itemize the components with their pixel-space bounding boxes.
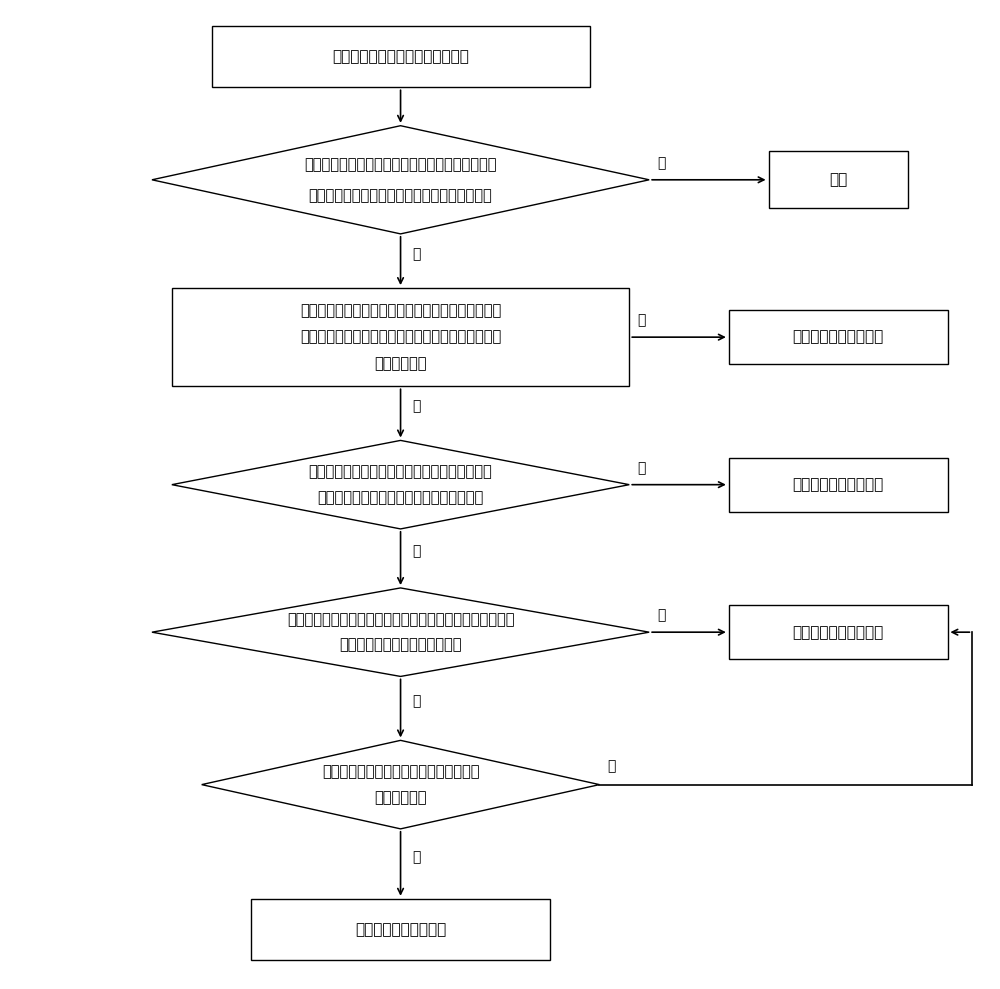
Text: 是: 是 [637,314,646,327]
Bar [172,288,629,387]
Text: 防冻温度阈值: 防冻温度阈值 [374,356,427,372]
Text: 于等于第三循环水防冻温度阈值: 于等于第三循环水防冻温度阈值 [339,637,462,653]
Bar [729,458,948,511]
Text: 获取环境温度和循环水泵停机时间: 获取环境温度和循环水泵停机时间 [332,49,469,64]
Text: 采用水泵防冻运行模式: 采用水泵防冻运行模式 [792,625,884,640]
Text: 是: 是 [412,850,421,863]
Bar [729,605,948,660]
Text: 否: 否 [607,759,616,772]
Polygon shape [202,741,599,829]
Polygon shape [152,587,649,676]
Text: 待机: 待机 [829,172,847,187]
Text: 防冻温度阈值: 防冻温度阈值 [374,790,427,805]
Text: 是: 是 [637,461,646,475]
Bar [769,151,908,209]
Text: 否: 否 [412,400,421,413]
Text: 判断所述环境温度是否小于等于环境温度阈值，所: 判断所述环境温度是否小于等于环境温度阈值，所 [304,157,497,172]
Polygon shape [152,126,649,233]
Text: 判断所述循环水温度是否大于第二循环水防冻温度阈值，小: 判断所述循环水温度是否大于第二循环水防冻温度阈值，小 [287,612,514,627]
Text: 度阈值，小于等于第二循环水防冻温度阈值: 度阈值，小于等于第二循环水防冻温度阈值 [317,490,484,504]
Text: 是: 是 [412,247,421,261]
Text: 采用辅热防冻运行模式: 采用辅热防冻运行模式 [792,477,884,493]
Text: 判断所述循环水温度是否大于第三循环水: 判断所述循环水温度是否大于第三循环水 [322,764,479,779]
Bar [212,27,590,87]
Text: 否: 否 [412,544,421,559]
Text: 采用压机防冻运行模式: 采用压机防冻运行模式 [792,329,884,344]
Text: 是: 是 [657,608,665,622]
Text: 控制循环水泵运行，经过第一设定时间后获取循环水: 控制循环水泵运行，经过第一设定时间后获取循环水 [300,303,501,317]
Text: 述循环水泵停机时间是否达到防冻时间间隔阈值: 述循环水泵停机时间是否达到防冻时间间隔阈值 [309,188,492,203]
Text: 否: 否 [657,156,665,170]
Text: 否: 否 [412,694,421,708]
Text: 判断所述循环水温度是否大于第一循环水防冻温: 判断所述循环水温度是否大于第一循环水防冻温 [309,465,492,480]
Text: 温度，判断所述循环水温度是否小于等于第一循环水: 温度，判断所述循环水温度是否小于等于第一循环水 [300,329,501,344]
Bar [729,311,948,364]
Text: 控制循环水泵停止运行: 控制循环水泵停止运行 [355,922,446,937]
Bar [251,899,550,959]
Polygon shape [172,440,629,529]
